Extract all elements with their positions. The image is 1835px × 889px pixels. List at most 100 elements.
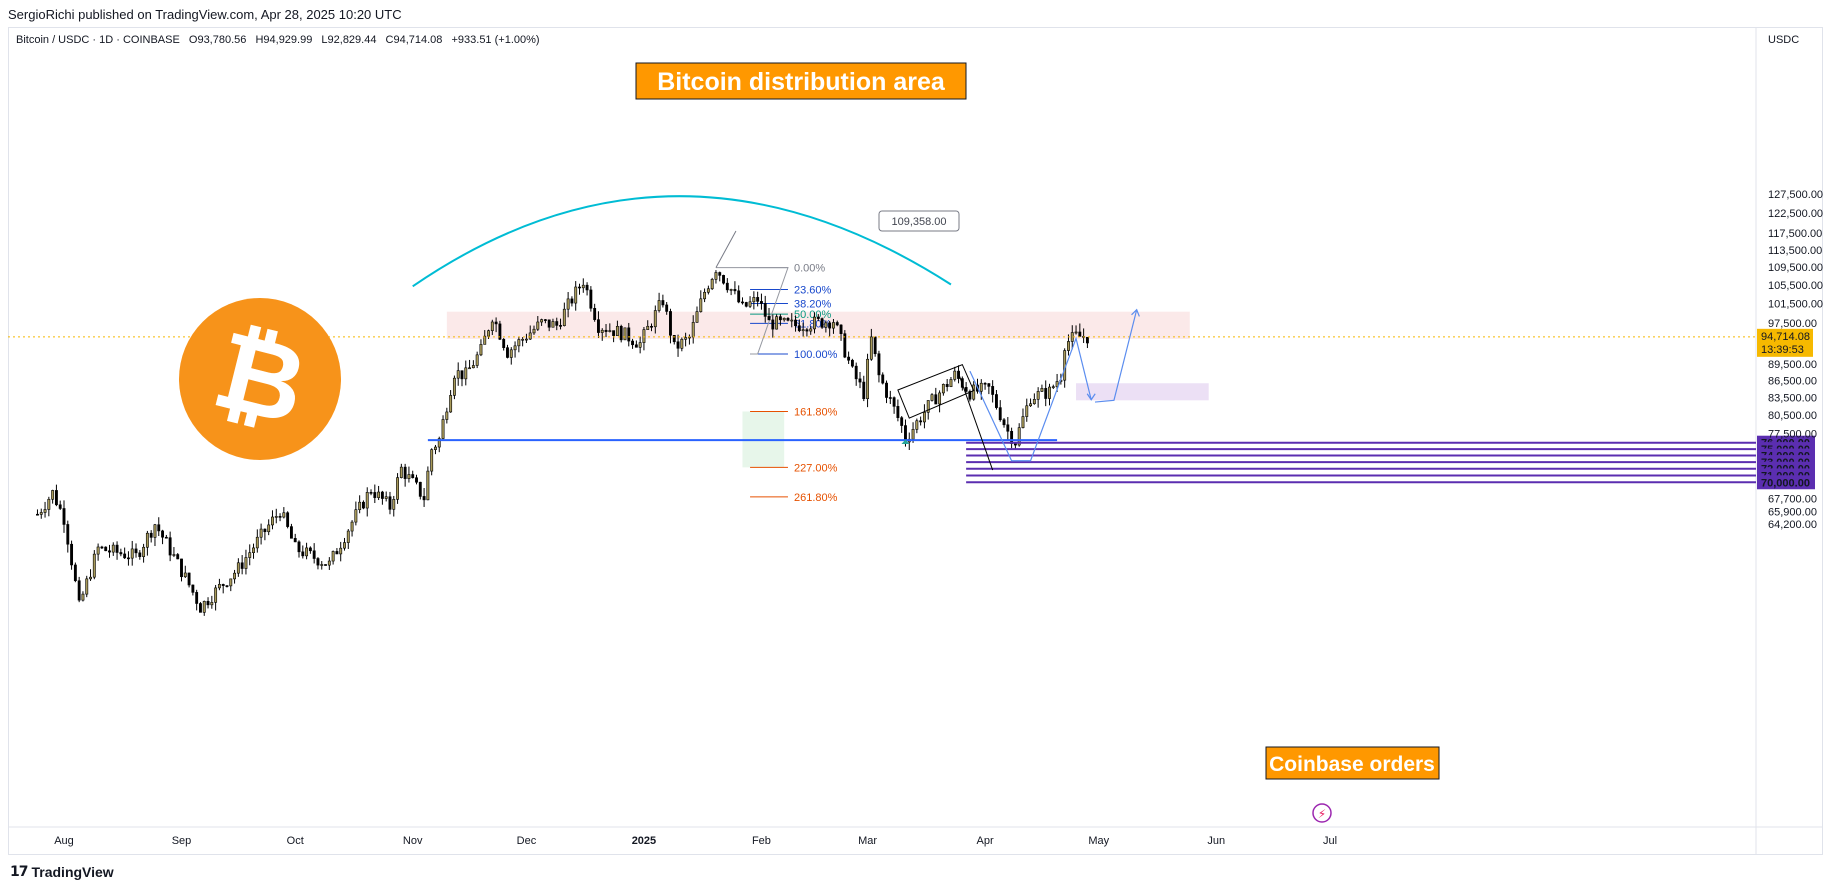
candle bbox=[615, 320, 619, 336]
candle bbox=[263, 528, 267, 541]
candle bbox=[661, 294, 665, 308]
candle bbox=[718, 271, 722, 282]
ath-callout[interactable]: 109,358.00 bbox=[878, 210, 960, 232]
order-level-tag-6: 70,000.00 bbox=[1757, 475, 1815, 490]
candle bbox=[471, 360, 475, 369]
candle bbox=[1025, 398, 1029, 422]
candle bbox=[89, 569, 92, 581]
tradingview-brand[interactable]: 17 TradingView bbox=[10, 864, 114, 880]
candle bbox=[1067, 334, 1070, 356]
candle bbox=[343, 537, 346, 551]
candle bbox=[305, 542, 309, 560]
candle bbox=[297, 540, 301, 558]
arrow-down-head bbox=[1086, 393, 1096, 401]
candle bbox=[199, 602, 202, 613]
candle bbox=[991, 380, 995, 403]
price-tick-13: 67,700.00 bbox=[1768, 493, 1817, 505]
candle bbox=[479, 339, 483, 357]
candle bbox=[809, 326, 813, 335]
candle bbox=[210, 595, 214, 609]
low-value: L92,829.44 bbox=[321, 34, 376, 46]
candle bbox=[847, 351, 851, 364]
candle bbox=[271, 510, 274, 530]
candle bbox=[540, 318, 544, 326]
coinbase-orders-box[interactable]: Coinbase orders bbox=[1265, 746, 1440, 780]
candle bbox=[938, 390, 942, 413]
candle bbox=[464, 360, 468, 386]
svg-text:Bitcoin / USDC · 1D · COINBASE: Bitcoin / USDC · 1D · COINBASE O93,780.5… bbox=[16, 34, 540, 46]
candle bbox=[892, 396, 896, 414]
candle bbox=[168, 531, 172, 562]
fib-label-8: 261.80% bbox=[794, 492, 838, 504]
tradingview-brand-text: TradingView bbox=[31, 864, 114, 880]
price-tick-0: 127,500.00 bbox=[1768, 189, 1823, 201]
candle bbox=[888, 390, 892, 405]
candle bbox=[695, 306, 699, 323]
last-price-value: 94,714.08 bbox=[1761, 331, 1810, 343]
candle bbox=[597, 311, 600, 338]
candle bbox=[725, 278, 729, 293]
candle bbox=[403, 463, 407, 487]
fib-label-2: 38.20% bbox=[794, 299, 832, 311]
candle bbox=[164, 534, 168, 539]
candle bbox=[43, 501, 47, 518]
candle bbox=[1044, 380, 1048, 407]
candle bbox=[862, 375, 866, 402]
candle bbox=[566, 292, 570, 318]
candle bbox=[797, 319, 801, 333]
candle bbox=[517, 336, 521, 353]
candle bbox=[528, 325, 532, 341]
candle bbox=[282, 507, 286, 519]
candle bbox=[354, 501, 358, 526]
candle bbox=[202, 600, 206, 616]
price-tick-2: 117,500.00 bbox=[1768, 228, 1822, 240]
fib-layer: 0.00%23.60%38.20%50.00%61.80%100.00%161.… bbox=[715, 263, 838, 504]
published-by-line: SergioRichi published on TradingView.com… bbox=[8, 7, 402, 22]
candle bbox=[771, 314, 775, 338]
candle bbox=[551, 318, 555, 328]
candle bbox=[312, 543, 316, 564]
time-tick-2: Oct bbox=[287, 835, 304, 847]
fib-trend-line bbox=[715, 267, 789, 355]
candle bbox=[600, 328, 604, 341]
candle bbox=[289, 523, 293, 539]
candle bbox=[752, 291, 756, 310]
candle bbox=[411, 470, 415, 479]
candle bbox=[1029, 398, 1032, 407]
chart-frame bbox=[8, 27, 1823, 855]
price-axis[interactable]: 127,500.00 122,500.00 117,500.00 113,500.00… bbox=[1768, 189, 1823, 531]
candle bbox=[331, 550, 335, 565]
distribution-title-box[interactable]: Bitcoin distribution area bbox=[635, 62, 967, 100]
candle bbox=[763, 295, 767, 323]
candle bbox=[100, 545, 104, 549]
candle bbox=[589, 286, 593, 312]
time-axis[interactable]: Aug Sep Oct Nov Dec 2025 Feb Mar Apr May Jun Jul bbox=[54, 835, 1337, 847]
candle bbox=[350, 520, 354, 537]
candle bbox=[130, 540, 134, 566]
candle bbox=[1032, 393, 1036, 405]
candle bbox=[422, 488, 426, 507]
flash-icon[interactable]: ⚡ bbox=[1312, 803, 1332, 823]
candle bbox=[858, 371, 862, 389]
time-tick-5: 2025 bbox=[632, 835, 656, 847]
candle bbox=[706, 285, 710, 295]
candle bbox=[244, 549, 248, 575]
bar-countdown: 13:39:53 bbox=[1761, 344, 1804, 356]
order-level-label-6: 70,000.00 bbox=[1761, 477, 1810, 489]
candle bbox=[896, 399, 900, 422]
price-tick-7: 97,500.00 bbox=[1768, 318, 1817, 330]
candle bbox=[293, 533, 297, 543]
price-tick-9: 86,500.00 bbox=[1768, 375, 1817, 387]
candle bbox=[81, 591, 85, 602]
price-chart[interactable]: Bitcoin / USDC · 1D · COINBASE O93,780.5… bbox=[8, 27, 1823, 855]
candle bbox=[919, 416, 923, 426]
candle bbox=[54, 484, 58, 507]
candle bbox=[578, 283, 581, 295]
candle bbox=[58, 500, 62, 511]
candle bbox=[39, 508, 43, 519]
candle bbox=[51, 489, 55, 504]
candle bbox=[362, 500, 365, 510]
candle bbox=[316, 557, 320, 570]
candle bbox=[1006, 417, 1010, 440]
candle bbox=[92, 550, 96, 580]
